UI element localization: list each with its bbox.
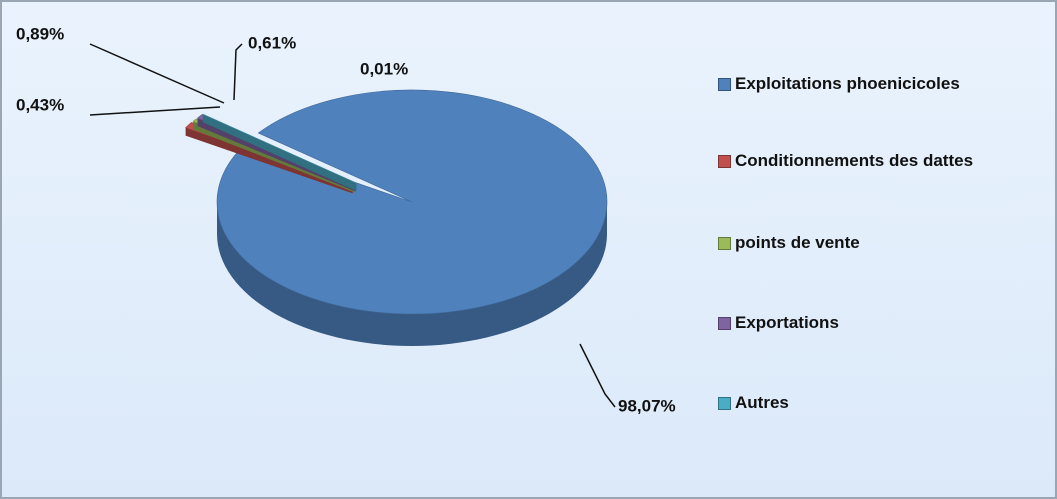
legend-swatch bbox=[718, 155, 731, 168]
data-label: 98,07% bbox=[618, 396, 676, 415]
data-label: 0,43% bbox=[16, 95, 64, 114]
legend-swatch bbox=[718, 317, 731, 330]
data-label: 0,61% bbox=[248, 33, 296, 52]
data-label: 0,01% bbox=[360, 59, 408, 78]
data-label: 0,89% bbox=[16, 24, 64, 43]
leader-line bbox=[89, 106, 221, 116]
legend-label: Autres bbox=[735, 393, 789, 412]
legend-swatch bbox=[718, 397, 731, 410]
pie-slice bbox=[202, 113, 357, 184]
legend-swatch bbox=[718, 78, 731, 91]
legend-item: Conditionnements des dattes bbox=[718, 145, 1048, 176]
legend-swatch bbox=[718, 237, 731, 250]
legend-label: Exportations bbox=[735, 313, 839, 332]
legend-item: points de vente bbox=[718, 227, 1048, 258]
legend-label: Exploitations phoenicicoles bbox=[735, 74, 960, 93]
slice-side bbox=[202, 114, 357, 192]
legend-item: Exploitations phoenicicoles bbox=[718, 68, 1048, 99]
pie-slice bbox=[216, 89, 608, 315]
slice-side bbox=[185, 127, 353, 194]
leader-line bbox=[233, 43, 243, 101]
leader-line bbox=[579, 343, 616, 408]
pie-side bbox=[217, 202, 607, 346]
legend-item: Exportations bbox=[718, 307, 1048, 338]
leader-line bbox=[89, 43, 225, 104]
legend-item: Autres bbox=[718, 387, 1048, 418]
legend-label: points de vente bbox=[735, 233, 860, 252]
legend-label: Conditionnements des dattes bbox=[735, 151, 974, 170]
